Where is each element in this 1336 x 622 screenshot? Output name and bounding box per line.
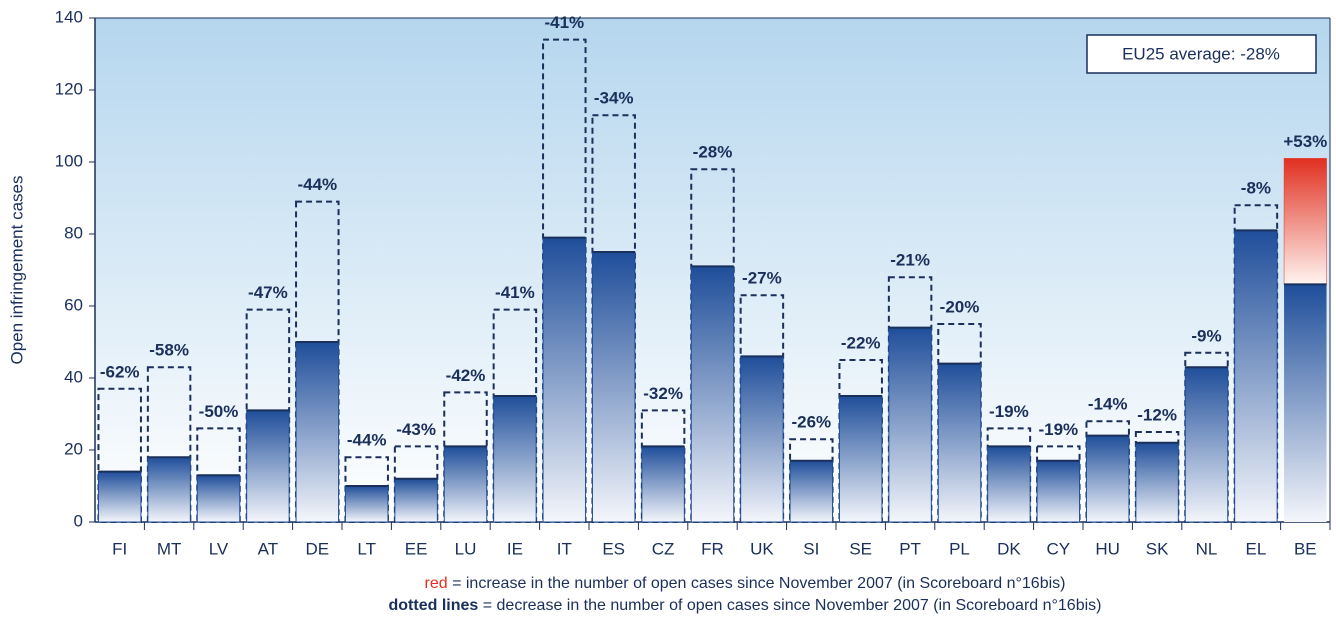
change-label: -8%: [1241, 179, 1271, 198]
y-tick-label: 20: [64, 439, 83, 458]
bar: [591, 251, 636, 523]
x-tick-label: AT: [258, 539, 278, 558]
bar: [641, 445, 685, 523]
note-text: = increase in the number of open cases s…: [448, 575, 1066, 592]
bar: [937, 363, 982, 523]
note-key: dotted lines: [389, 597, 479, 614]
x-tick-label: LV: [209, 539, 229, 558]
y-tick-label: 100: [55, 151, 83, 170]
change-label: -20%: [940, 297, 980, 316]
change-label: -32%: [643, 384, 683, 403]
x-tick-label: DE: [305, 539, 329, 558]
change-label: -43%: [396, 420, 436, 439]
y-axis-label: Open infringement cases: [7, 176, 26, 365]
bar: [1234, 229, 1278, 523]
x-tick-label: IE: [507, 539, 523, 558]
note-key: red: [425, 575, 448, 592]
change-label: -44%: [347, 431, 387, 450]
x-tick-label: NL: [1196, 539, 1218, 558]
change-label: -41%: [495, 283, 535, 302]
x-tick-label: LT: [357, 539, 376, 558]
bar: [443, 445, 488, 523]
bar: [295, 341, 340, 523]
y-tick-label: 0: [74, 511, 83, 530]
bar: [789, 460, 834, 523]
bar: [1284, 284, 1327, 522]
bar: [888, 327, 932, 523]
x-tick-label: IT: [557, 539, 572, 558]
note: red = increase in the number of open cas…: [425, 575, 1066, 592]
x-tick-label: ES: [602, 539, 625, 558]
change-label: -26%: [791, 413, 831, 432]
bar: [987, 445, 1031, 523]
y-tick-label: 80: [64, 223, 83, 242]
bar: [542, 237, 587, 523]
change-label: -41%: [544, 13, 584, 32]
change-label: -58%: [149, 341, 189, 360]
x-tick-label: EL: [1246, 539, 1267, 558]
previous-outline: [146, 366, 192, 524]
change-label: -22%: [841, 333, 881, 352]
change-label: -14%: [1088, 395, 1128, 414]
x-tick-label: SI: [803, 539, 819, 558]
previous-outline: [97, 387, 142, 523]
change-label: -21%: [890, 251, 930, 270]
change-label: -9%: [1191, 326, 1221, 345]
bar: [838, 395, 883, 523]
change-label: -62%: [100, 362, 140, 381]
x-tick-label: SK: [1146, 539, 1169, 558]
change-label: -28%: [693, 143, 733, 162]
bar: [394, 478, 438, 523]
x-tick-label: CZ: [652, 539, 675, 558]
change-label: -44%: [297, 175, 337, 194]
bar: [1135, 442, 1179, 523]
bar: [344, 485, 389, 523]
x-tick-label: EE: [405, 539, 428, 558]
bar: [690, 265, 735, 523]
change-label: -42%: [446, 366, 486, 385]
x-tick-label: FI: [112, 539, 127, 558]
x-tick-label: CY: [1046, 539, 1070, 558]
x-tick-label: SE: [849, 539, 872, 558]
x-tick-label: LU: [455, 539, 477, 558]
change-label: -27%: [742, 269, 782, 288]
x-tick-label: FR: [701, 539, 724, 558]
x-tick-label: UK: [750, 539, 774, 558]
bar: [1085, 435, 1130, 523]
bar: [147, 456, 191, 523]
annotation-box: [1086, 34, 1317, 74]
bar: [740, 355, 784, 523]
bar: [1184, 366, 1229, 523]
y-tick-label: 40: [64, 367, 83, 386]
change-label: -19%: [1038, 420, 1078, 439]
y-tick-label: 140: [55, 7, 83, 26]
change-label: -47%: [248, 283, 288, 302]
x-tick-label: HU: [1095, 539, 1120, 558]
change-label: -50%: [199, 402, 239, 421]
change-label: +53%: [1283, 132, 1327, 151]
change-label: -12%: [1137, 405, 1177, 424]
x-tick-label: PL: [949, 539, 970, 558]
bar: [493, 395, 537, 523]
bar: [97, 471, 142, 523]
change-label: -19%: [989, 402, 1029, 421]
x-tick-label: DK: [997, 539, 1021, 558]
x-tick-label: BE: [1294, 539, 1317, 558]
note-text: = decrease in the number of open cases s…: [478, 597, 1101, 614]
bar: [1036, 460, 1081, 523]
bar: [246, 409, 290, 523]
x-tick-label: PT: [899, 539, 921, 558]
y-tick-label: 120: [55, 79, 83, 98]
change-label: -34%: [594, 89, 634, 108]
note: dotted lines = decrease in the number of…: [389, 597, 1102, 614]
y-tick-label: 60: [64, 295, 83, 314]
x-tick-label: MT: [157, 539, 182, 558]
increase-bar: [1283, 158, 1327, 285]
bar: [196, 474, 241, 523]
annotation: EU25 average: -28%: [1122, 44, 1280, 63]
